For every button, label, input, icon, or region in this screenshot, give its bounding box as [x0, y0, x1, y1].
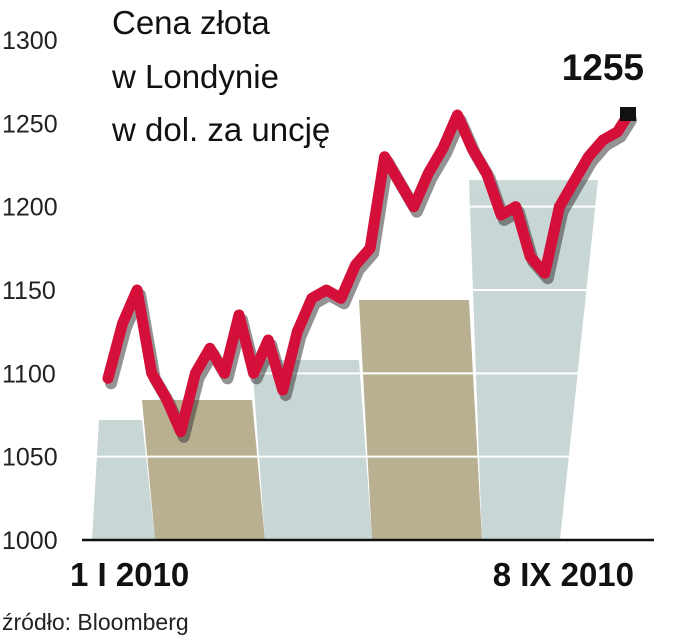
- price-series: [102, 107, 637, 443]
- y-tick-label: 1150: [2, 277, 56, 305]
- background-band: [92, 420, 155, 540]
- title-line-2: w Londynie: [111, 58, 279, 95]
- x-tick-label: 8 IX 2010: [493, 556, 634, 593]
- series-line: [102, 109, 634, 438]
- end-value-label: 1255: [562, 47, 644, 88]
- background-band: [252, 360, 372, 540]
- y-tick-label: 1000: [2, 527, 58, 555]
- y-axis-ticks: 1000 1050 1100 1150 1200 1250 1300: [2, 27, 58, 555]
- background-band: [142, 400, 265, 540]
- y-tick-label: 1050: [2, 444, 58, 472]
- y-tick-label: 1200: [2, 194, 58, 222]
- background-band: [359, 300, 482, 540]
- y-tick-label: 1300: [2, 27, 58, 55]
- x-axis-ticks: 1 I 2010 8 IX 2010: [70, 556, 634, 593]
- end-point-marker: [620, 107, 636, 121]
- background-band: [469, 180, 598, 540]
- background-bands: [92, 180, 598, 540]
- x-tick-label: 1 I 2010: [70, 556, 189, 593]
- source-note: źródło: Bloomberg: [2, 609, 189, 635]
- title-line-3: w dol. za uncję: [111, 111, 330, 148]
- y-tick-label: 1250: [2, 110, 58, 138]
- chart-title: Cena złota w Londynie w dol. za uncję: [111, 4, 330, 148]
- title-line-1: Cena złota: [112, 4, 270, 41]
- y-tick-label: 1100: [2, 360, 56, 388]
